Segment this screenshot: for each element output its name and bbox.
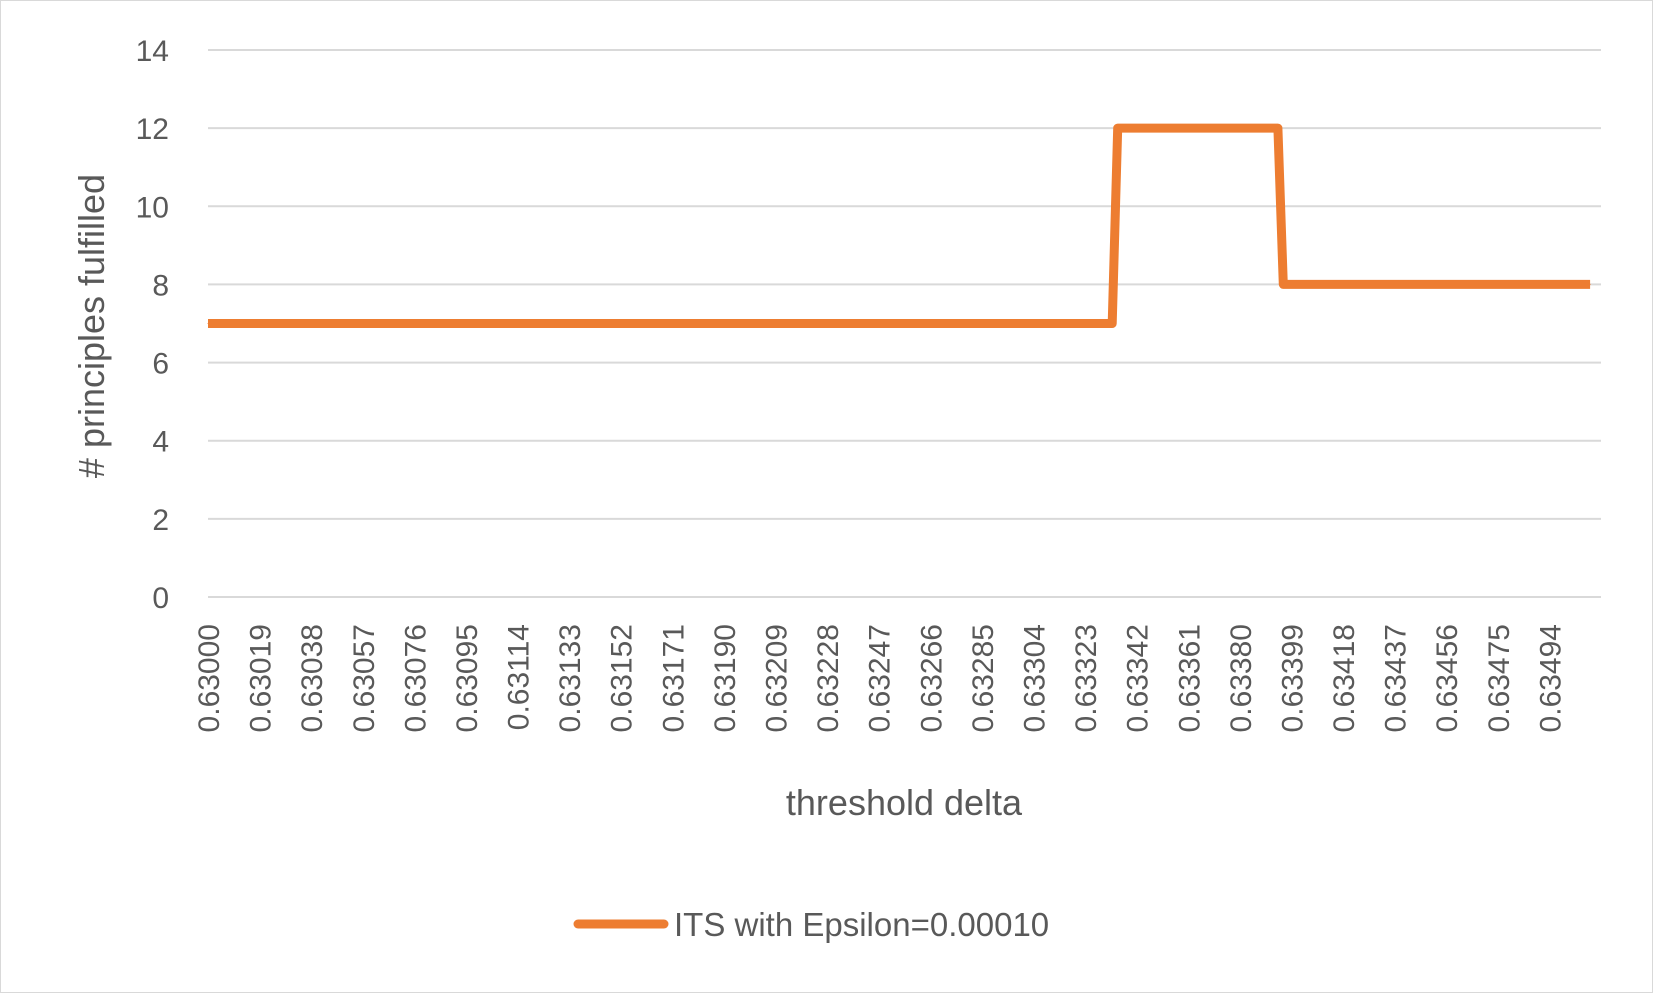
x-tick-label: 0.63076 [399,624,432,732]
x-tick-label: 0.63266 [915,624,948,732]
legend-label: ITS with Epsilon=0.00010 [674,906,1049,943]
y-tick-label: 4 [152,426,169,459]
y-tick-label: 2 [152,504,169,537]
data-point [1282,283,1284,285]
x-tick-label: 0.63399 [1276,624,1309,732]
x-axis-title: threshold delta [786,782,1023,823]
x-tick-label: 0.63000 [193,624,226,732]
y-tick-label: 14 [136,35,169,68]
data-point [1111,323,1113,324]
x-tick-label: 0.63019 [245,624,278,732]
x-tick-label: 0.63190 [709,624,742,732]
x-tick-label: 0.63209 [761,624,794,732]
x-tick-label: 0.63095 [451,624,484,732]
x-tick-label: 0.63057 [348,624,381,732]
x-tick-label: 0.63171 [657,624,690,732]
data-point [1117,127,1119,129]
x-tick-label: 0.63323 [1070,624,1103,732]
x-tick-label: 0.63437 [1380,624,1413,732]
data-point [1589,283,1591,285]
x-tick-label: 0.63152 [606,624,639,732]
gridlines [208,49,1601,598]
y-axis-title: # principles fulfilled [71,174,112,478]
x-tick-label: 0.63456 [1431,624,1464,732]
x-tick-label: 0.63133 [554,624,587,732]
x-tick-label: 0.63285 [967,624,1000,732]
x-tick-label: 0.63418 [1328,624,1361,732]
x-tick-label: 0.63361 [1173,624,1206,732]
x-tick-label: 0.63304 [1018,624,1051,732]
x-tick-label: 0.63038 [296,624,329,732]
x-tick-label: 0.63380 [1225,624,1258,732]
legend: ITS with Epsilon=0.00010 [573,906,1049,943]
y-tick-label: 12 [136,113,169,146]
x-tick-label: 0.63342 [1122,624,1155,732]
y-tick-label: 0 [152,582,169,615]
y-tick-label: 10 [136,191,169,224]
x-tick-label: 0.63475 [1483,624,1516,732]
x-tick-label: 0.63114 [503,624,536,730]
x-tick-label: 0.63228 [812,624,845,732]
y-tick-labels: 0 2 4 6 8 10 12 14 [136,35,169,615]
y-tick-label: 6 [152,348,169,381]
x-tick-labels: 0.63000 0.63019 0.63038 0.63057 0.63076 0.630… [193,624,1567,732]
data-point [1277,127,1279,129]
y-tick-label: 8 [152,269,169,302]
data-point [207,323,209,324]
series-line-0 [208,123,1591,328]
series-layer [207,123,1591,328]
x-tick-label: 0.63247 [864,624,897,732]
x-tick-label: 0.63494 [1534,624,1567,732]
